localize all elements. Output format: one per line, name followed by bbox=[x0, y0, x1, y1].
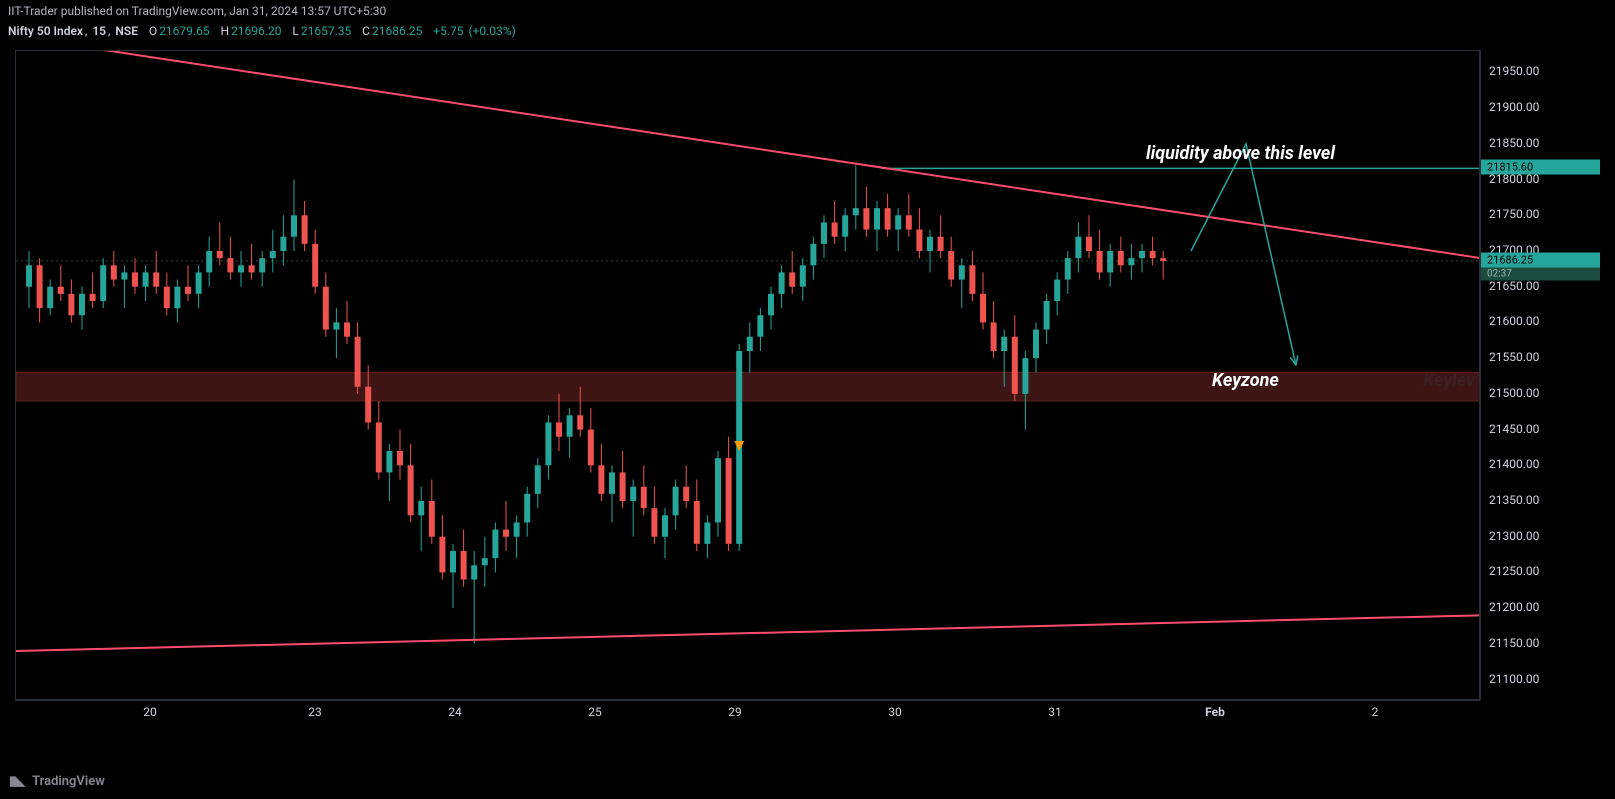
publish-header: IIT-Trader published on TradingView.com,… bbox=[0, 0, 1615, 22]
yaxis-tick: 21450.00 bbox=[1489, 422, 1539, 436]
keylevel-ghost-text: Keylev bbox=[1423, 370, 1475, 391]
ohlc-row: Nifty 50 Index, 15, NSE O21679.65 H21696… bbox=[0, 22, 1615, 44]
current-price-tag: 21686.25 bbox=[1481, 252, 1600, 267]
yaxis-tick: 21500.00 bbox=[1489, 386, 1539, 400]
xaxis-tick: Feb bbox=[1205, 705, 1225, 719]
high-value: 21696.20 bbox=[231, 24, 281, 38]
open-value: 21679.65 bbox=[159, 24, 209, 38]
xaxis-tick: 20 bbox=[143, 705, 157, 719]
xaxis-tick: 30 bbox=[888, 705, 902, 719]
liquidity-annotation: liquidity above this level bbox=[1146, 143, 1335, 164]
liquidity-price-tag: 21815.60 bbox=[1481, 160, 1600, 175]
tv-icon: 󠀠▮◣ bbox=[10, 773, 24, 788]
xaxis-tick: 23 bbox=[308, 705, 322, 719]
xaxis-tick: 24 bbox=[448, 705, 462, 719]
xaxis-tick: 31 bbox=[1048, 705, 1062, 719]
yaxis-tick: 21550.00 bbox=[1489, 350, 1539, 364]
xaxis-tick: 25 bbox=[588, 705, 602, 719]
low-value: 21657.35 bbox=[301, 24, 351, 38]
yaxis-tick: 21650.00 bbox=[1489, 279, 1539, 293]
countdown-tag: 02:37 bbox=[1481, 267, 1600, 280]
change-pct: (+0.03%) bbox=[468, 24, 515, 38]
yaxis-tick: 21150.00 bbox=[1489, 636, 1539, 650]
yaxis-tick: 21250.00 bbox=[1489, 564, 1539, 578]
price-axis[interactable]: 21100.00 21150.00 21200.00 21250.00 21300.00… bbox=[1480, 50, 1600, 700]
yaxis-tick: 21900.00 bbox=[1489, 100, 1539, 114]
yaxis-tick: 21350.00 bbox=[1489, 493, 1539, 507]
yaxis-tick: 21200.00 bbox=[1489, 600, 1539, 614]
yaxis-tick: 21100.00 bbox=[1489, 672, 1539, 686]
change-abs: +5.75 bbox=[433, 24, 463, 38]
time-axis[interactable]: 20 23 24 25 29 30 31 Feb 2 bbox=[15, 700, 1480, 725]
tradingview-logo: 󠀠▮◣ TradingView bbox=[10, 773, 105, 789]
close-value: 21686.25 bbox=[372, 24, 422, 38]
xaxis-tick: 29 bbox=[728, 705, 742, 719]
symbol-name: Nifty 50 Index bbox=[8, 24, 83, 38]
yaxis-tick: 21600.00 bbox=[1489, 314, 1539, 328]
yaxis-tick: 21850.00 bbox=[1489, 136, 1539, 150]
yaxis-tick: 21400.00 bbox=[1489, 457, 1539, 471]
yaxis-tick: 21750.00 bbox=[1489, 207, 1539, 221]
xaxis-tick: 2 bbox=[1372, 705, 1379, 719]
exchange: NSE bbox=[115, 24, 138, 38]
interval: 15 bbox=[92, 24, 106, 38]
chart-area[interactable]: liquidity above this level Keyzone Keyle… bbox=[15, 50, 1480, 700]
yaxis-tick: 21950.00 bbox=[1489, 64, 1539, 78]
keyzone-annotation: Keyzone bbox=[1212, 370, 1279, 391]
yaxis-tick: 21300.00 bbox=[1489, 529, 1539, 543]
